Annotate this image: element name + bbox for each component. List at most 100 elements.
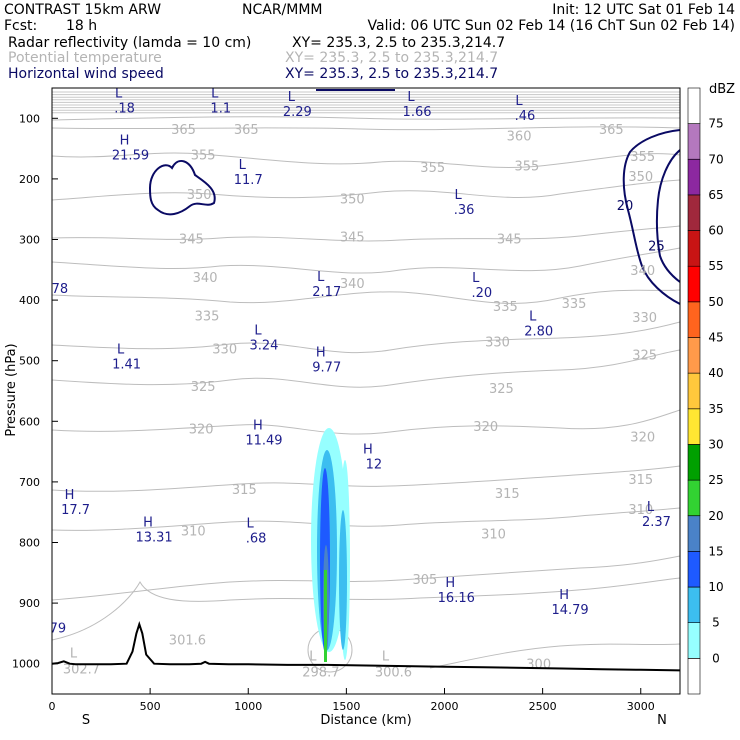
terrain-surface xyxy=(51,621,681,672)
colorbar-level-1: 5 xyxy=(712,616,720,630)
theta-extremum-value-0: 302.7 xyxy=(63,663,100,678)
theta-isentrope-330 xyxy=(52,321,680,354)
header: CONTRAST 15km ARW NCAR/MMM Init: 12 UTC … xyxy=(4,2,735,82)
reflectivity-shading xyxy=(311,428,350,662)
theta-isentrope-355 xyxy=(52,152,680,168)
colorbar-level-3: 15 xyxy=(708,544,723,558)
x-tick-label-4: 2000 xyxy=(431,700,459,713)
theta-label-32: 310 xyxy=(181,524,206,539)
wind-extremum-value-17: 13.31 xyxy=(135,530,172,545)
edge-label-1: 79 xyxy=(50,621,67,636)
wind-extremum-kind-5: H xyxy=(120,134,130,149)
wind-extremum-value-8: 2.17 xyxy=(312,285,341,300)
wind-extremum-kind-3: L xyxy=(407,90,415,105)
theta-extremum-value-2: 300.6 xyxy=(375,666,412,681)
theta-isentrope-365 xyxy=(52,116,680,121)
colorbar-level-13: 65 xyxy=(708,188,723,202)
field-name-reflectivity: Radar reflectivity (lamda = 10 cm) xyxy=(8,35,251,51)
theta-label-24: 325 xyxy=(489,382,514,397)
theta-label-7: 355 xyxy=(630,150,655,165)
colorbar-swatch-11 xyxy=(687,265,701,303)
colorbar-swatch-3 xyxy=(687,551,701,588)
colorbar-swatch-12 xyxy=(687,230,701,267)
wind-extremum-kind-7: L xyxy=(455,188,463,203)
theta-label-36: 301.6 xyxy=(169,633,206,648)
axes: 0 500 1000 1500 2000 2500 3000 100 200 300 400 500 6… xyxy=(12,112,655,713)
wind-extremum-kind-9: L xyxy=(472,271,480,286)
theta-label-22: 330 xyxy=(632,311,657,326)
colorbar-swatch-10 xyxy=(687,301,701,338)
wind-extremum-kind-10: L xyxy=(529,309,537,324)
init-time: Init: 12 UTC Sat 01 Feb 14 xyxy=(552,2,735,18)
y-axis-label: Pressure (hPa) xyxy=(4,343,19,436)
theta-label-34: 310 xyxy=(628,503,653,518)
x-tick-label-6: 3000 xyxy=(627,700,655,713)
wind-extremum-kind-21: H xyxy=(559,588,569,603)
theta-label-8: 350 xyxy=(187,188,212,203)
theta-label-21: 330 xyxy=(485,335,510,350)
wind-extremum-value-20: 16.16 xyxy=(438,591,475,606)
colorbar-level-6: 30 xyxy=(708,438,723,452)
theta-isentrope-320 xyxy=(52,409,680,435)
wind-contour-label-1: 25 xyxy=(648,240,665,255)
wind-extremum-value-5: 21.59 xyxy=(112,149,149,164)
theta-label-26: 320 xyxy=(189,423,214,438)
wind-extremum-value-4: .46 xyxy=(515,109,536,124)
field-name-theta: Potential temperature xyxy=(8,50,162,66)
theta-label-18: 335 xyxy=(493,300,518,315)
colorbar-swatch-16 xyxy=(687,87,701,124)
wind-extremum-kind-8: L xyxy=(317,270,325,285)
isotach-25-east xyxy=(655,149,680,283)
isotach-20-closed-west xyxy=(148,159,216,216)
colorbar-level-5: 25 xyxy=(708,473,723,487)
colorbar-swatch-6 xyxy=(687,444,701,481)
wind-extremum-value-21: 14.79 xyxy=(551,603,588,618)
theta-extremum-kind-1: L xyxy=(309,650,317,665)
field-xy-reflectivity: XY= 235.3, 2.5 to 235.3,214.7 xyxy=(292,35,505,51)
colorbar-swatch-9 xyxy=(687,337,701,374)
colorbar-swatch-7 xyxy=(687,408,701,445)
theta-label-23: 325 xyxy=(191,380,216,395)
wind-extremum-kind-1: L xyxy=(211,86,219,101)
valid-time: Valid: 06 UTC Sun 02 Feb 14 (16 ChT Sun … xyxy=(368,18,735,34)
fcst-value: 18 h xyxy=(66,18,97,34)
theta-label-25: 325 xyxy=(632,349,657,364)
theta-label-4: 355 xyxy=(191,149,216,164)
theta-label-35: 305 xyxy=(412,573,437,588)
x-axis-label: Distance (km) xyxy=(320,713,411,728)
theta-isentrope-305 xyxy=(52,555,680,601)
colorbar-level-15: 75 xyxy=(708,117,723,131)
colorbar-swatch-14 xyxy=(687,159,701,196)
colorbar-swatch-2 xyxy=(687,586,701,623)
theta-label-11: 345 xyxy=(179,232,204,247)
theta-label-2: 365 xyxy=(599,123,624,138)
wind-extremum-kind-4: L xyxy=(515,94,523,109)
wind-extremum-value-15: 12 xyxy=(366,458,383,473)
theta-label-9: 350 xyxy=(340,192,365,207)
colorbar-unit: dBZ xyxy=(709,82,735,97)
colorbar-level-10: 50 xyxy=(708,295,723,309)
theta-label-14: 340 xyxy=(193,271,218,286)
colorbar-swatch-5 xyxy=(687,479,701,517)
theta-label-20: 330 xyxy=(212,343,237,358)
y-tick-label-7: 800 xyxy=(19,537,40,550)
wind-extremum-value-0: .18 xyxy=(114,101,135,116)
reflectivity-30dbz xyxy=(324,570,327,662)
wind-extremum-kind-0: L xyxy=(115,86,123,101)
theta-isentrope-300 xyxy=(429,643,680,669)
isotach-20-east xyxy=(622,129,680,305)
plot-frame xyxy=(51,87,681,695)
x-end-label-left: S xyxy=(82,713,90,728)
colorbar-swatch-15 xyxy=(687,123,701,160)
y-tick-label-2: 300 xyxy=(19,234,40,247)
wind-extremum-kind-11: L xyxy=(254,323,262,338)
y-tick-label-3: 400 xyxy=(19,294,40,307)
model-title: CONTRAST 15km ARW xyxy=(4,2,161,18)
theta-label-5: 355 xyxy=(420,161,445,176)
theta-label-27: 320 xyxy=(473,420,498,435)
theta-label-6: 355 xyxy=(515,160,540,175)
field-xy-wind: XY= 235.3, 2.5 to 235.3,214.7 xyxy=(285,66,498,82)
fcst-label: Fcst: xyxy=(4,18,37,34)
wind-contour-label-0: 20 xyxy=(617,199,634,214)
